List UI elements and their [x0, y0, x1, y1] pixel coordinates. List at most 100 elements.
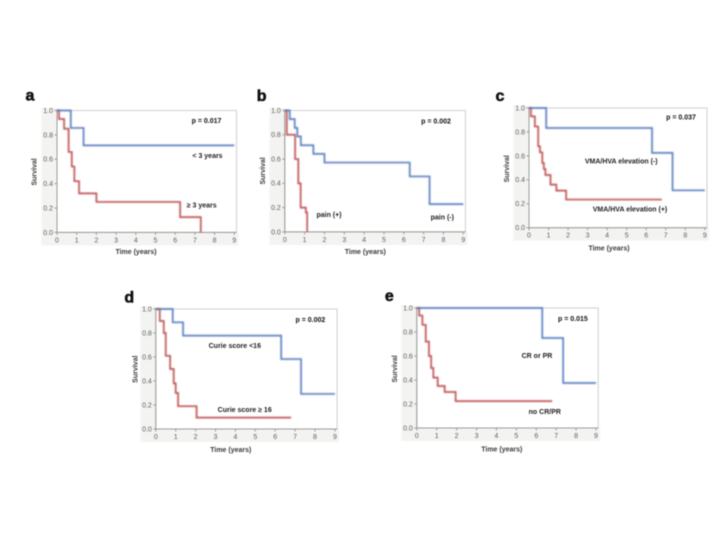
svg-text:2: 2 [194, 434, 198, 441]
svg-text:0.6: 0.6 [403, 353, 413, 360]
svg-text:0: 0 [527, 233, 531, 240]
svg-text:p = 0.037: p = 0.037 [666, 114, 696, 121]
svg-text:Curie score <16: Curie score <16 [209, 343, 261, 350]
svg-text:3: 3 [342, 237, 346, 244]
svg-text:0: 0 [55, 237, 59, 244]
svg-text:0.2: 0.2 [142, 402, 152, 409]
svg-text:0.8: 0.8 [515, 129, 525, 136]
svg-text:3: 3 [475, 433, 479, 440]
svg-text:3: 3 [586, 233, 590, 240]
svg-text:4: 4 [494, 433, 498, 440]
svg-text:0.8: 0.8 [142, 330, 152, 337]
svg-text:4: 4 [134, 237, 138, 244]
svg-text:6: 6 [644, 233, 648, 240]
svg-text:0.8: 0.8 [403, 329, 413, 336]
svg-text:0.4: 0.4 [403, 377, 413, 384]
svg-text:7: 7 [193, 237, 197, 244]
svg-text:2: 2 [323, 237, 327, 244]
svg-text:e: e [385, 288, 394, 305]
svg-text:4: 4 [233, 434, 237, 441]
svg-text:6: 6 [534, 433, 538, 440]
svg-text:4: 4 [605, 233, 609, 240]
svg-text:9: 9 [333, 434, 337, 441]
svg-text:0.8: 0.8 [43, 132, 53, 139]
svg-text:Time (years): Time (years) [210, 447, 251, 454]
svg-text:≥ 3 years: ≥ 3 years [187, 202, 217, 209]
svg-text:0.2: 0.2 [515, 201, 525, 208]
svg-text:Time (years): Time (years) [115, 249, 156, 256]
svg-text:0.8: 0.8 [271, 132, 281, 139]
svg-text:6: 6 [273, 434, 277, 441]
svg-text:Survival: Survival [260, 157, 267, 184]
svg-text:p = 0.002: p = 0.002 [421, 119, 451, 126]
svg-text:p = 0.002: p = 0.002 [296, 317, 326, 324]
svg-text:d: d [124, 290, 134, 307]
svg-text:0.4: 0.4 [43, 181, 53, 188]
svg-text:5: 5 [514, 433, 518, 440]
svg-text:8: 8 [683, 233, 687, 240]
svg-text:a: a [25, 87, 34, 104]
svg-text:Survival: Survival [132, 356, 139, 383]
svg-text:0.2: 0.2 [403, 401, 413, 408]
svg-text:2: 2 [566, 233, 570, 240]
svg-text:8: 8 [442, 237, 446, 244]
svg-text:pain (+): pain (+) [316, 212, 341, 219]
svg-text:0.2: 0.2 [271, 205, 281, 212]
svg-text:Time (years): Time (years) [345, 249, 386, 256]
svg-text:c: c [495, 88, 504, 105]
svg-text:1: 1 [547, 233, 551, 240]
svg-text:0.4: 0.4 [142, 378, 152, 385]
svg-text:9: 9 [461, 237, 465, 244]
svg-text:9: 9 [703, 233, 707, 240]
svg-text:0: 0 [154, 434, 158, 441]
svg-text:7: 7 [293, 434, 297, 441]
svg-text:6: 6 [173, 237, 177, 244]
svg-text:1: 1 [174, 434, 178, 441]
svg-text:b: b [257, 88, 267, 105]
svg-text:1.0: 1.0 [142, 306, 152, 313]
svg-text:0.0: 0.0 [271, 229, 281, 236]
svg-text:0: 0 [283, 237, 287, 244]
svg-text:0.0: 0.0 [43, 230, 53, 237]
svg-text:0: 0 [415, 433, 419, 440]
svg-text:7: 7 [422, 237, 426, 244]
svg-text:0.4: 0.4 [271, 181, 281, 188]
svg-text:1: 1 [303, 237, 307, 244]
svg-text:0.0: 0.0 [515, 225, 525, 232]
svg-text:2: 2 [455, 433, 459, 440]
svg-text:3: 3 [214, 434, 218, 441]
svg-text:8: 8 [213, 237, 217, 244]
svg-text:0.0: 0.0 [403, 425, 413, 432]
svg-text:VMA/HVA elevation (-): VMA/HVA elevation (-) [585, 158, 658, 165]
svg-text:Time (years): Time (years) [481, 447, 522, 454]
svg-text:0.2: 0.2 [43, 205, 53, 212]
svg-text:7: 7 [554, 433, 558, 440]
svg-text:9: 9 [232, 237, 236, 244]
svg-text:no CR/PR: no CR/PR [529, 409, 561, 416]
svg-text:VMA/HVA elevation (+): VMA/HVA elevation (+) [593, 206, 667, 213]
svg-text:7: 7 [664, 233, 668, 240]
svg-text:5: 5 [625, 233, 629, 240]
svg-text:1: 1 [75, 237, 79, 244]
svg-text:9: 9 [594, 433, 598, 440]
svg-text:1.0: 1.0 [515, 105, 525, 112]
svg-text:0.6: 0.6 [515, 153, 525, 160]
svg-text:1.0: 1.0 [271, 108, 281, 115]
svg-text:0.4: 0.4 [515, 177, 525, 184]
svg-text:p = 0.015: p = 0.015 [558, 316, 588, 323]
svg-text:5: 5 [382, 237, 386, 244]
svg-text:4: 4 [362, 237, 366, 244]
svg-text:5: 5 [253, 434, 257, 441]
svg-text:1.0: 1.0 [43, 108, 53, 115]
svg-text:1.0: 1.0 [403, 305, 413, 312]
svg-text:1: 1 [435, 433, 439, 440]
svg-text:CR or PR: CR or PR [522, 353, 553, 360]
svg-text:0.6: 0.6 [142, 354, 152, 361]
svg-text:Survival: Survival [32, 158, 39, 185]
svg-text:Curie score ≥ 16: Curie score ≥ 16 [218, 407, 272, 414]
svg-text:8: 8 [574, 433, 578, 440]
svg-text:pain (-): pain (-) [431, 215, 454, 222]
svg-text:p = 0.017: p = 0.017 [192, 118, 222, 125]
svg-text:< 3 years: < 3 years [192, 153, 222, 160]
svg-text:2: 2 [94, 237, 98, 244]
